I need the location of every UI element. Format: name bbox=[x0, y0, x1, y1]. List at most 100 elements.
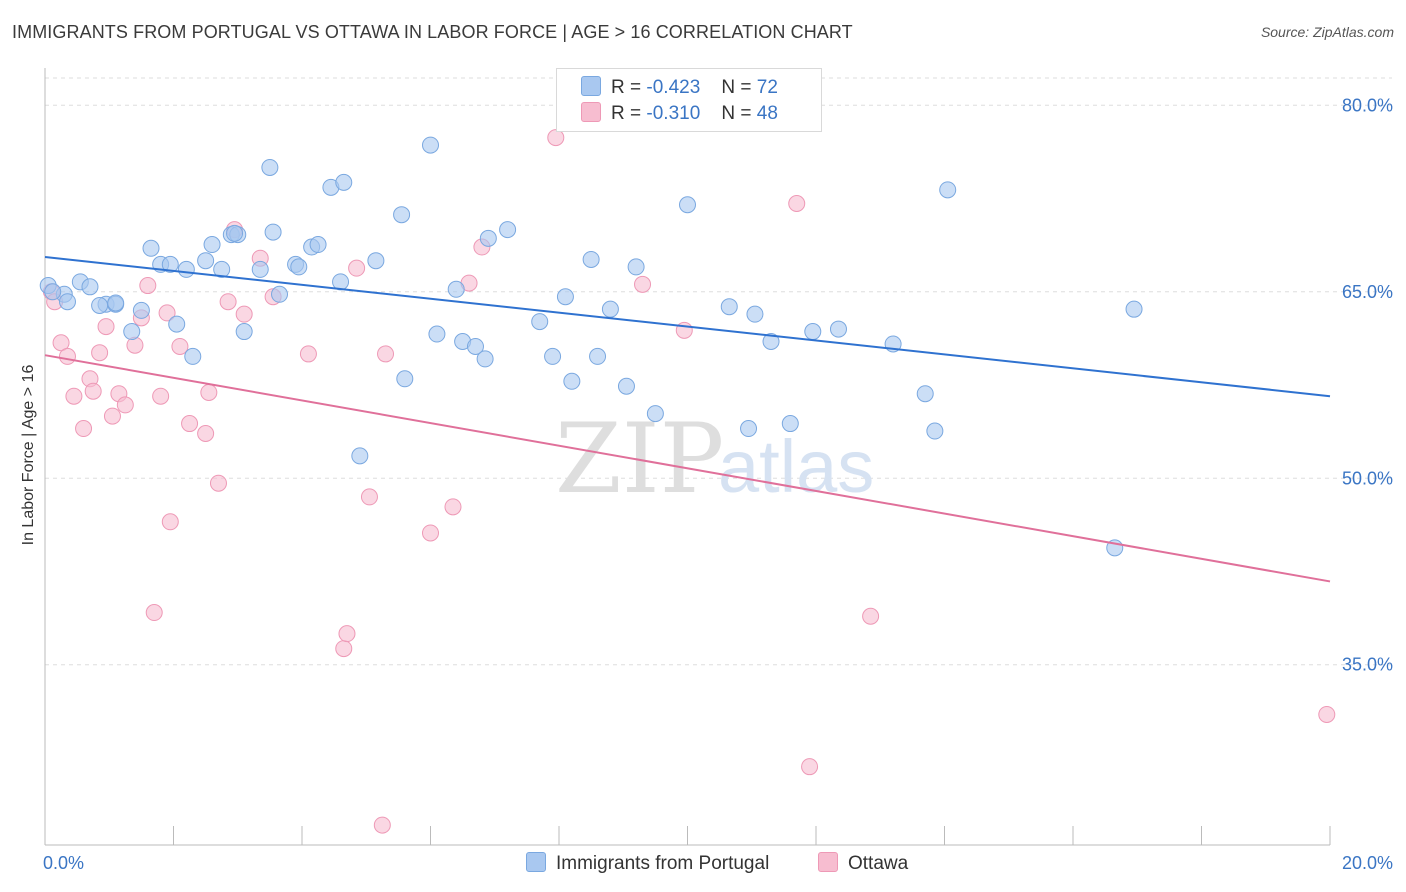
portugal-point bbox=[1125, 300, 1143, 318]
ottawa-trend-line bbox=[44, 354, 1331, 583]
portugal-point bbox=[781, 415, 799, 433]
ottawa-point bbox=[348, 259, 366, 277]
portugal-point bbox=[123, 323, 141, 341]
ottawa-point bbox=[116, 396, 134, 414]
ottawa-point bbox=[58, 347, 76, 365]
portugal-point bbox=[132, 301, 150, 319]
ottawa-point bbox=[788, 195, 806, 213]
portugal-point bbox=[679, 196, 696, 214]
portugal-point bbox=[351, 447, 369, 465]
portugal-point bbox=[226, 224, 244, 242]
portugal-point bbox=[235, 323, 253, 341]
portugal-point bbox=[479, 229, 497, 247]
ottawa-point bbox=[52, 334, 70, 352]
portugal-points bbox=[39, 136, 1143, 557]
bottom-legend-label-ottawa: Ottawa bbox=[848, 853, 909, 874]
ottawa-point bbox=[145, 604, 163, 622]
ottawa-point bbox=[91, 344, 109, 362]
ottawa-point bbox=[338, 625, 356, 643]
ottawa-point bbox=[84, 382, 102, 400]
ottawa-point bbox=[444, 498, 462, 516]
portugal-point bbox=[393, 206, 411, 224]
portugal-point bbox=[177, 260, 195, 278]
portugal-point bbox=[589, 347, 607, 365]
legend-r-value: -0.423 bbox=[646, 77, 701, 98]
ottawa-point bbox=[235, 305, 253, 323]
portugal-point bbox=[916, 385, 934, 403]
legend-row-portugal: R = -0.423 N = 72 bbox=[581, 76, 778, 100]
portugal-point bbox=[335, 173, 353, 191]
portugal-trend-line bbox=[44, 255, 1331, 398]
portugal-point bbox=[447, 280, 465, 298]
portugal-point bbox=[168, 315, 186, 333]
portugal-point bbox=[617, 377, 635, 395]
trend-lines bbox=[44, 255, 1331, 583]
portugal-point bbox=[720, 298, 738, 316]
portugal-point bbox=[184, 347, 202, 365]
portugal-point bbox=[271, 285, 289, 303]
ottawa-point bbox=[171, 337, 189, 355]
portugal-point bbox=[197, 252, 215, 270]
portugal-point bbox=[290, 258, 308, 276]
ottawa-point bbox=[299, 345, 317, 363]
legend-n-value: 72 bbox=[756, 77, 778, 98]
portugal-point bbox=[44, 283, 62, 301]
portugal-point bbox=[829, 320, 847, 338]
legend-r-label: R = bbox=[611, 103, 642, 124]
legend-row-ottawa: R = -0.310 N = 48 bbox=[581, 102, 778, 126]
x-tick-label-max: 20.0% bbox=[1342, 853, 1393, 873]
portugal-point bbox=[582, 250, 600, 268]
ottawa-point bbox=[377, 345, 395, 363]
portugal-point bbox=[804, 323, 822, 341]
chart-title: IMMIGRANTS FROM PORTUGAL VS OTTAWA IN LA… bbox=[12, 22, 853, 42]
portugal-point bbox=[939, 181, 957, 199]
x-tick-label-min: 0.0% bbox=[43, 853, 84, 873]
portugal-point bbox=[466, 337, 484, 355]
y-tick-label: 80.0% bbox=[1342, 95, 1393, 115]
ottawa-point bbox=[65, 387, 83, 405]
legend-swatch-ottawa bbox=[581, 102, 601, 122]
ottawa-point bbox=[197, 425, 215, 443]
portugal-point bbox=[203, 236, 221, 254]
portugal-point bbox=[762, 333, 780, 351]
portugal-point bbox=[627, 258, 645, 276]
portugal-point bbox=[81, 278, 99, 296]
bottom-legend-label-portugal: Immigrants from Portugal bbox=[556, 853, 770, 874]
ottawa-point bbox=[161, 513, 179, 531]
portugal-point bbox=[926, 422, 944, 440]
portugal-point bbox=[746, 305, 764, 323]
portugal-point bbox=[161, 255, 179, 273]
ottawa-point bbox=[139, 277, 157, 295]
portugal-point bbox=[264, 223, 282, 241]
ottawa-point bbox=[801, 758, 819, 776]
portugal-point bbox=[563, 372, 581, 390]
ottawa-point bbox=[158, 304, 176, 322]
ottawa-point bbox=[1318, 705, 1336, 723]
y-tick-label: 50.0% bbox=[1342, 468, 1393, 488]
portugal-point bbox=[556, 288, 574, 306]
portugal-point bbox=[142, 239, 160, 257]
portugal-point bbox=[544, 347, 562, 365]
y-tick-label: 65.0% bbox=[1342, 282, 1393, 302]
portugal-point bbox=[309, 236, 327, 254]
ottawa-points bbox=[42, 129, 1336, 834]
ottawa-point bbox=[219, 293, 237, 311]
ottawa-point bbox=[360, 488, 378, 506]
ottawa-point bbox=[181, 415, 199, 433]
ottawa-point bbox=[634, 275, 652, 293]
bottom-legend-portugal: Immigrants from Portugal bbox=[526, 852, 769, 875]
portugal-point bbox=[58, 293, 76, 311]
watermark-atlas: atlas bbox=[718, 425, 874, 508]
legend-n-value: 48 bbox=[756, 103, 778, 124]
axis-layer bbox=[44, 68, 1331, 846]
portugal-point bbox=[91, 296, 109, 314]
ottawa-point bbox=[103, 407, 121, 425]
y-tick-label: 35.0% bbox=[1342, 655, 1393, 675]
portugal-point bbox=[499, 221, 517, 239]
legend-swatch-portugal bbox=[581, 76, 601, 96]
portugal-point bbox=[531, 313, 549, 331]
source-credit: Source: ZipAtlas.com bbox=[1260, 24, 1394, 40]
grid-layer bbox=[45, 77, 1392, 666]
portugal-point bbox=[646, 405, 664, 423]
